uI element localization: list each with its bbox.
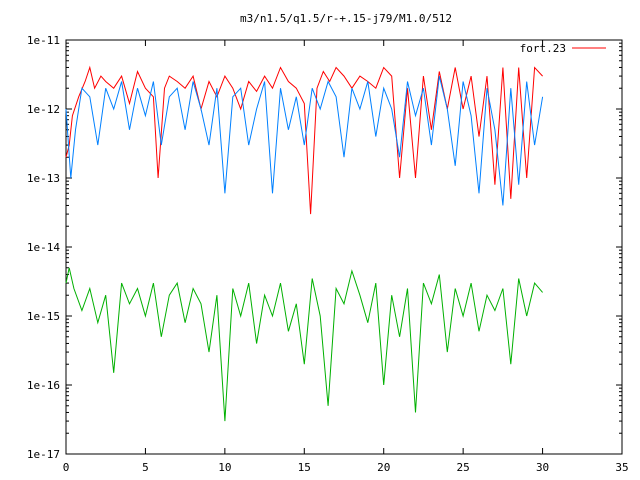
series-line-unnamed-1 (65, 75, 544, 206)
legend: fort.23 (520, 42, 606, 55)
legend-label-fort-23: fort.23 (520, 42, 566, 55)
y-tick-label: 1e-14 (27, 241, 60, 254)
chart-title: m3/n1.5/q1.5/r-+.15-j79/M1.0/512 (240, 12, 452, 25)
x-tick-label: 20 (377, 461, 390, 474)
y-axis: 1e-17 1e-16 1e-15 1e-14 1e-13 1e-12 1e-11 (27, 34, 622, 461)
x-tick-label: 15 (298, 461, 311, 474)
x-tick-label: 0 (63, 461, 70, 474)
y-tick-label: 1e-17 (27, 448, 60, 461)
series-layer (65, 65, 544, 422)
x-tick-label: 35 (615, 461, 628, 474)
series-line-fort-23 (65, 65, 543, 215)
series-line-unnamed-2 (65, 267, 543, 422)
x-tick-label: 5 (142, 461, 149, 474)
x-tick-label: 10 (218, 461, 231, 474)
y-tick-label: 1e-16 (27, 379, 60, 392)
x-tick-label: 25 (457, 461, 470, 474)
plot-frame (65, 39, 623, 455)
x-tick-label: 30 (536, 461, 549, 474)
x-axis: 0 5 10 15 20 25 30 35 (63, 40, 629, 474)
y-tick-label: 1e-12 (27, 103, 60, 116)
y-tick-label: 1e-15 (27, 310, 60, 323)
y-tick-label: 1e-13 (27, 172, 60, 185)
y-tick-label: 1e-11 (27, 34, 60, 47)
